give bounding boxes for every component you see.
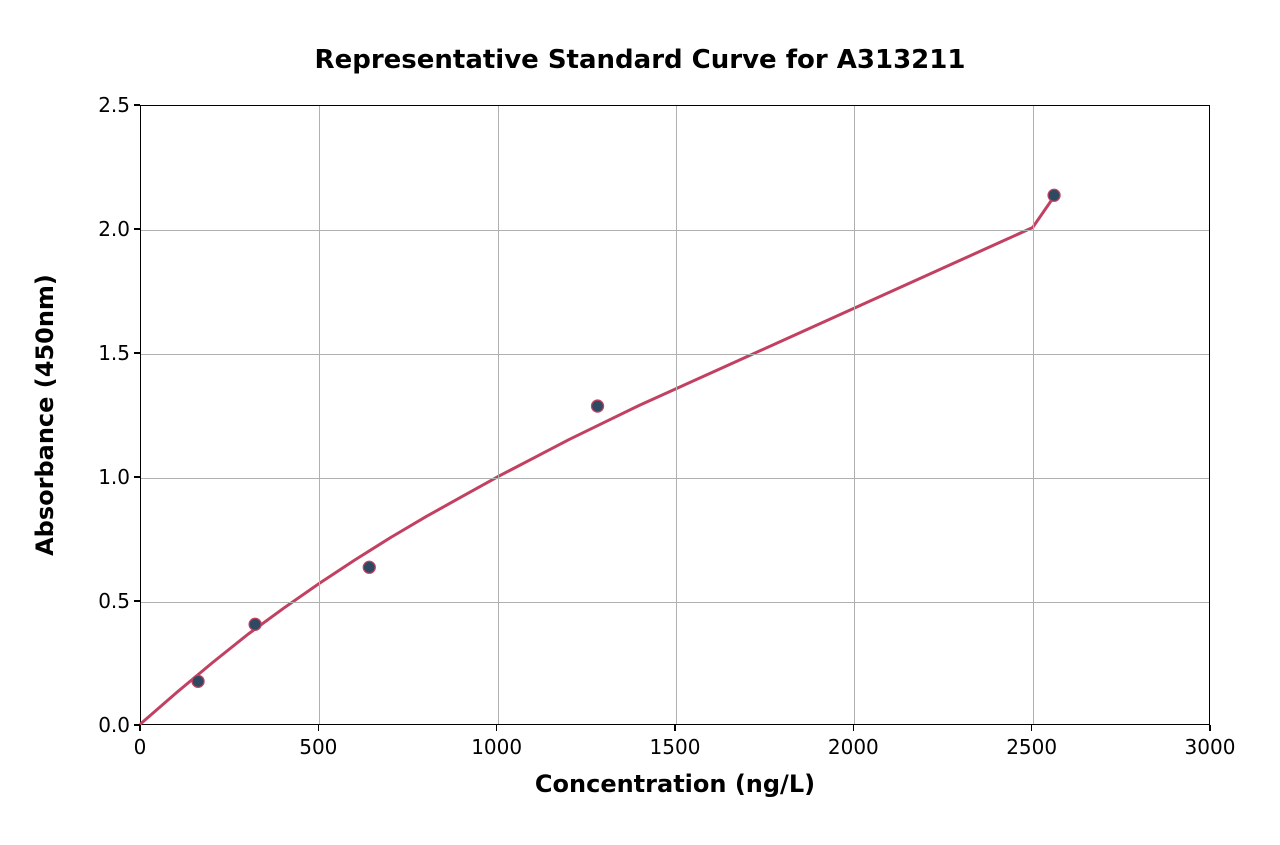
gridline-horizontal (141, 230, 1209, 231)
y-tick-mark (134, 104, 140, 106)
data-point (592, 400, 604, 412)
x-tick-mark (318, 725, 320, 731)
data-point (1048, 189, 1060, 201)
y-tick-mark (134, 228, 140, 230)
gridline-vertical (498, 106, 499, 724)
y-tick-label: 2.5 (90, 93, 130, 117)
x-tick-label: 500 (299, 735, 337, 759)
y-tick-mark (134, 352, 140, 354)
y-tick-label: 0.0 (90, 713, 130, 737)
y-tick-mark (134, 600, 140, 602)
x-axis-label: Concentration (ng/L) (140, 770, 1210, 798)
x-tick-mark (496, 725, 498, 731)
gridline-vertical (854, 106, 855, 724)
x-tick-label: 1000 (471, 735, 522, 759)
y-axis-label: Absorbance (450nm) (31, 274, 59, 556)
y-tick-label: 1.5 (90, 341, 130, 365)
x-tick-label: 2500 (1006, 735, 1057, 759)
y-tick-label: 0.5 (90, 589, 130, 613)
gridline-horizontal (141, 478, 1209, 479)
x-tick-mark (1209, 725, 1211, 731)
chart-title: Representative Standard Curve for A31321… (0, 45, 1280, 75)
x-tick-mark (1031, 725, 1033, 731)
data-point (192, 675, 204, 687)
figure: Representative Standard Curve for A31321… (0, 0, 1280, 845)
y-tick-label: 2.0 (90, 217, 130, 241)
gridline-horizontal (141, 602, 1209, 603)
x-tick-label: 2000 (828, 735, 879, 759)
x-tick-mark (139, 725, 141, 731)
x-tick-mark (674, 725, 676, 731)
standard-curve-line (141, 197, 1054, 724)
x-tick-label: 3000 (1185, 735, 1236, 759)
data-point (363, 561, 375, 573)
x-tick-label: 0 (134, 735, 147, 759)
y-tick-mark (134, 476, 140, 478)
gridline-vertical (676, 106, 677, 724)
plot-area (140, 105, 1210, 725)
data-point (249, 618, 261, 630)
gridline-vertical (1033, 106, 1034, 724)
x-tick-label: 1500 (650, 735, 701, 759)
y-tick-label: 1.0 (90, 465, 130, 489)
y-tick-mark (134, 724, 140, 726)
plot-svg (141, 106, 1209, 724)
x-tick-mark (853, 725, 855, 731)
gridline-horizontal (141, 354, 1209, 355)
gridline-vertical (319, 106, 320, 724)
